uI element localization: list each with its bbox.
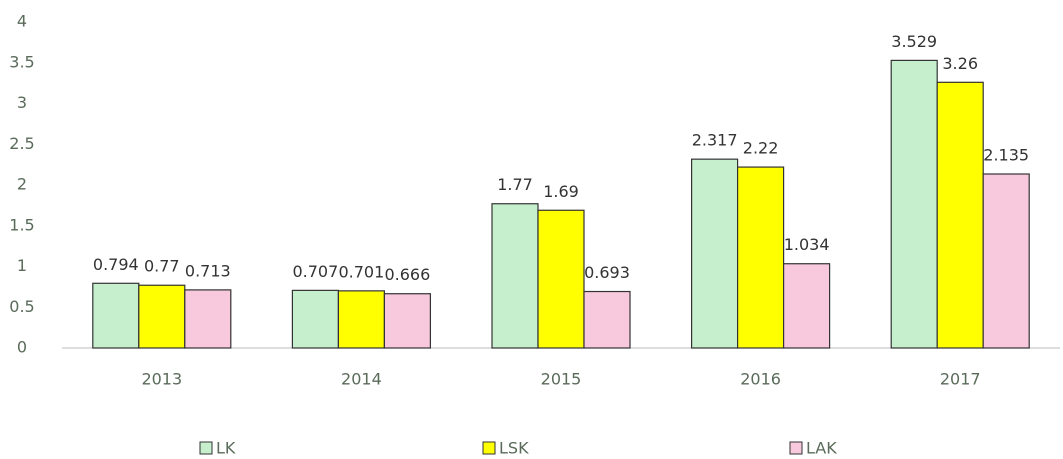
x-tick-label: 2017 (940, 370, 981, 389)
y-tick-label: 3.5 (9, 52, 34, 71)
data-label: 0.707 (292, 262, 338, 281)
legend-swatch (482, 441, 496, 455)
bar (982, 173, 1030, 349)
x-tick-label: 2016 (740, 370, 781, 389)
bar (936, 81, 984, 349)
data-label: 0.77 (144, 257, 180, 276)
data-label: 0.794 (93, 255, 139, 274)
y-tick-label: 2.5 (9, 134, 34, 153)
bar (491, 203, 539, 349)
data-label: 2.22 (743, 139, 779, 158)
y-tick-label: 1 (17, 256, 27, 275)
bar (383, 293, 431, 349)
data-label: 0.666 (384, 265, 430, 284)
y-tick-label: 2 (17, 175, 27, 194)
legend-label: LSK (499, 439, 529, 458)
data-label: 0.701 (338, 262, 384, 281)
x-tick-label: 2015 (541, 370, 582, 389)
data-label: 3.529 (891, 32, 937, 51)
data-label: 0.713 (185, 261, 231, 280)
data-label: 1.69 (543, 182, 579, 201)
y-tick-label: 0 (17, 338, 27, 357)
data-label: 1.77 (497, 175, 533, 194)
bar (138, 284, 186, 349)
bar (184, 289, 232, 349)
data-label: 2.135 (983, 145, 1029, 164)
bar (537, 209, 585, 349)
bar (583, 290, 631, 349)
data-label: 0.693 (584, 263, 630, 282)
legend-label: LAK (806, 439, 837, 458)
data-label: 3.26 (942, 54, 978, 73)
x-tick-label: 2013 (141, 370, 182, 389)
data-label: 1.034 (784, 235, 830, 254)
bar (736, 166, 785, 349)
bar (690, 158, 739, 349)
bar (890, 59, 938, 349)
y-tick-label: 3 (17, 93, 27, 112)
y-tick-label: 0.5 (9, 297, 34, 316)
x-tick-label: 2014 (341, 370, 382, 389)
bar (92, 282, 140, 349)
legend-swatch (789, 441, 803, 455)
legend-swatch (199, 441, 213, 455)
bar (291, 289, 339, 349)
data-label: 2.317 (692, 131, 738, 150)
legend-label: LK (216, 439, 236, 458)
y-tick-label: 4 (17, 12, 27, 31)
bar (782, 263, 831, 349)
y-tick-label: 1.5 (9, 215, 34, 234)
bar (337, 290, 385, 349)
